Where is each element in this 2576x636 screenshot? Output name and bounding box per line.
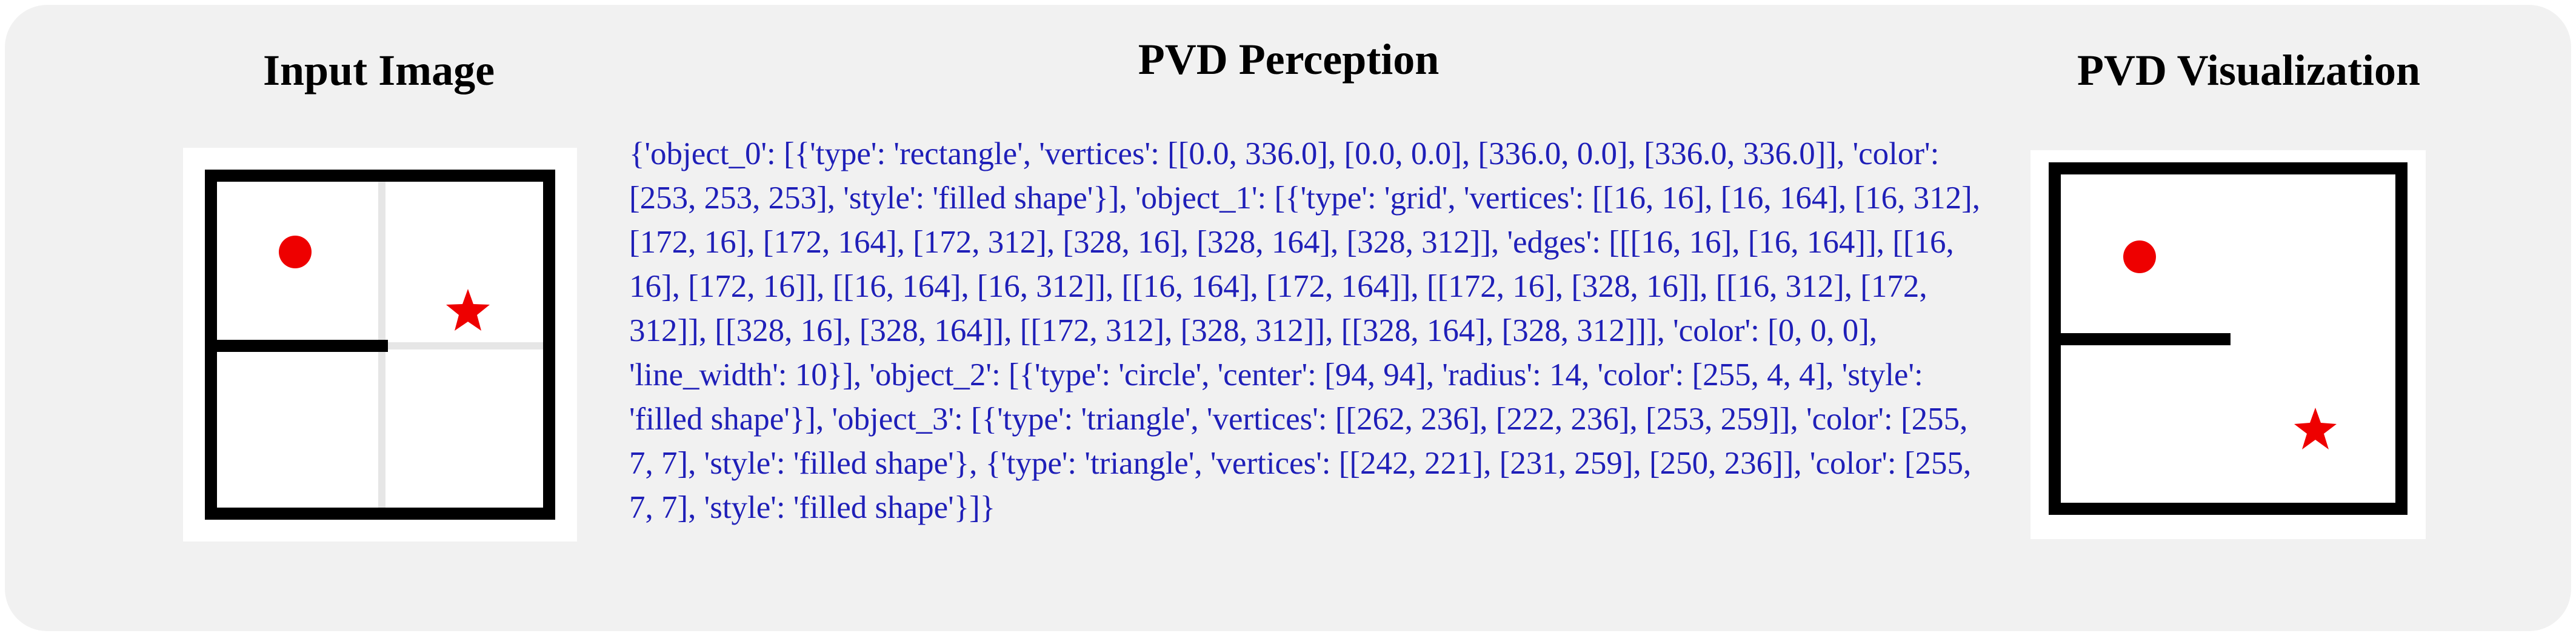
pvd-perception-heading: PVD Perception [1138, 35, 1440, 84]
faint-grid-lines [378, 172, 553, 517]
goal-star-marker [446, 289, 490, 331]
visualization-walls [2049, 162, 2407, 515]
visualization-circle-marker [2123, 240, 2156, 273]
visualization-star-marker [2294, 408, 2337, 449]
input-maze-image [183, 148, 577, 542]
maze-walls [205, 170, 555, 520]
input-image-heading: Input Image [262, 46, 495, 94]
pvd-perception-text: {'object_0': [{'type': 'rectangle', 'ver… [629, 136, 1981, 525]
start-circle-marker [279, 236, 312, 268]
pvd-visualization-heading: PVD Visualization [2077, 46, 2421, 94]
pvd-visualization-image [2030, 150, 2426, 539]
